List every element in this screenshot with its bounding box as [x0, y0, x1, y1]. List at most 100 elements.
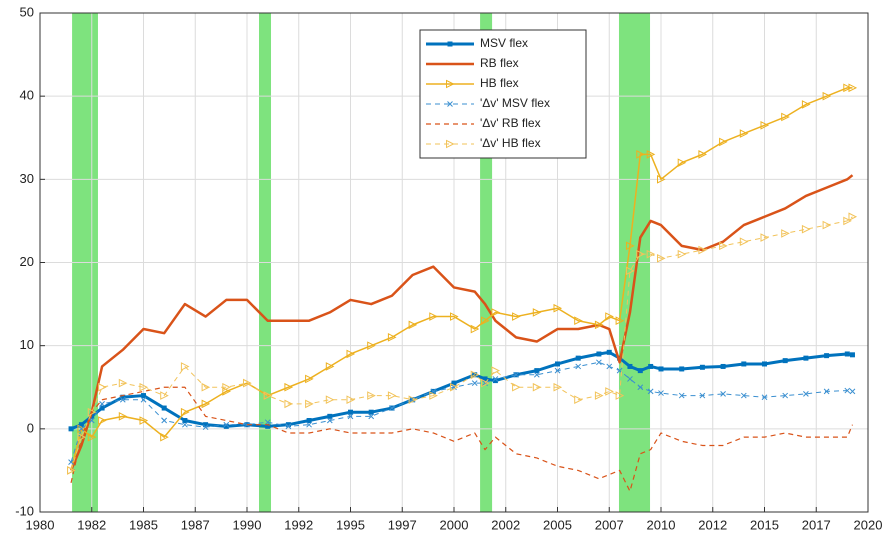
marker: [615, 316, 625, 326]
marker: [739, 237, 749, 247]
marker: [762, 361, 767, 367]
x-tick-label: 2000: [440, 517, 469, 532]
marker: [699, 364, 705, 370]
marker: [284, 399, 294, 409]
marker: [848, 212, 858, 222]
marker: [87, 432, 97, 442]
legend-label: 'Δv' HB flex: [480, 136, 541, 150]
x-tick-label: 2012: [698, 517, 727, 532]
marker: [698, 150, 708, 159]
marker: [78, 425, 85, 432]
marker: [533, 371, 540, 378]
marker: [615, 391, 625, 400]
marker: [822, 220, 832, 230]
marker: [99, 405, 105, 411]
marker: [658, 366, 664, 372]
marker: [677, 249, 687, 259]
marker: [408, 395, 418, 405]
marker: [657, 175, 666, 184]
legend-box: [419, 29, 587, 159]
marker: [491, 366, 501, 375]
marker: [470, 370, 480, 380]
marker: [222, 382, 231, 392]
x-tick-label: 2007: [595, 517, 624, 532]
marker: [387, 333, 397, 342]
marker: [265, 423, 271, 429]
x-tick-label: 1997: [388, 517, 417, 532]
marker: [574, 316, 583, 326]
marker: [679, 366, 685, 372]
marker: [801, 224, 811, 234]
marker: [760, 120, 770, 130]
marker: [88, 417, 95, 424]
marker: [512, 382, 521, 392]
marker: [223, 423, 229, 429]
marker: [555, 361, 560, 367]
marker: [347, 413, 354, 420]
marker: [141, 393, 146, 399]
marker: [325, 362, 335, 371]
marker: [760, 233, 770, 242]
marker: [470, 324, 480, 334]
marker: [446, 79, 455, 89]
y-tick-label: 20: [20, 254, 34, 269]
marker: [367, 341, 376, 350]
marker: [326, 417, 333, 424]
marker: [451, 384, 457, 391]
marker: [348, 409, 353, 415]
marker: [492, 378, 498, 384]
y-tick-label: 10: [20, 337, 34, 352]
x-tick-label: 2010: [647, 517, 676, 532]
marker: [161, 417, 168, 424]
marker: [222, 387, 231, 396]
marker: [719, 137, 728, 147]
marker: [491, 308, 501, 317]
legend-label: MSV flex: [480, 36, 528, 50]
x-tick-label: 2002: [491, 517, 520, 532]
marker: [203, 422, 209, 428]
marker: [625, 241, 635, 251]
marker: [68, 459, 74, 465]
marker: [822, 91, 832, 101]
marker: [305, 399, 314, 409]
marker: [803, 355, 809, 361]
x-tick-label: 1992: [284, 517, 313, 532]
marker: [68, 426, 74, 432]
marker: [77, 424, 87, 434]
marker: [481, 378, 490, 388]
marker: [848, 83, 858, 93]
marker: [554, 367, 561, 374]
marker: [605, 312, 614, 321]
marker: [429, 312, 438, 321]
marker: [761, 394, 768, 401]
x-tick-label: 2020: [854, 517, 883, 532]
marker: [120, 394, 126, 400]
marker: [699, 392, 706, 399]
marker: [677, 158, 687, 168]
marker: [139, 382, 149, 392]
marker: [740, 392, 747, 399]
legend: MSV flex RB flex HB flex 'Δv' MSV flex 'Δv' …: [419, 29, 587, 159]
marker: [532, 308, 542, 317]
marker: [606, 363, 613, 370]
marker: [346, 349, 356, 359]
marker: [720, 363, 726, 369]
marker: [387, 391, 397, 400]
marker: [77, 432, 87, 442]
marker: [201, 382, 211, 392]
marker: [637, 384, 644, 391]
y-tick-label: 40: [20, 88, 34, 103]
x-tick-label: 1985: [129, 517, 158, 532]
marker: [446, 139, 455, 149]
marker: [180, 362, 190, 371]
marker: [201, 399, 211, 409]
marker: [368, 409, 374, 415]
marker: [429, 391, 438, 400]
marker: [782, 392, 789, 399]
marker: [658, 390, 664, 396]
y-tick-label: 0: [27, 420, 34, 435]
marker: [182, 421, 188, 428]
marker: [284, 382, 294, 392]
marker: [513, 371, 519, 378]
